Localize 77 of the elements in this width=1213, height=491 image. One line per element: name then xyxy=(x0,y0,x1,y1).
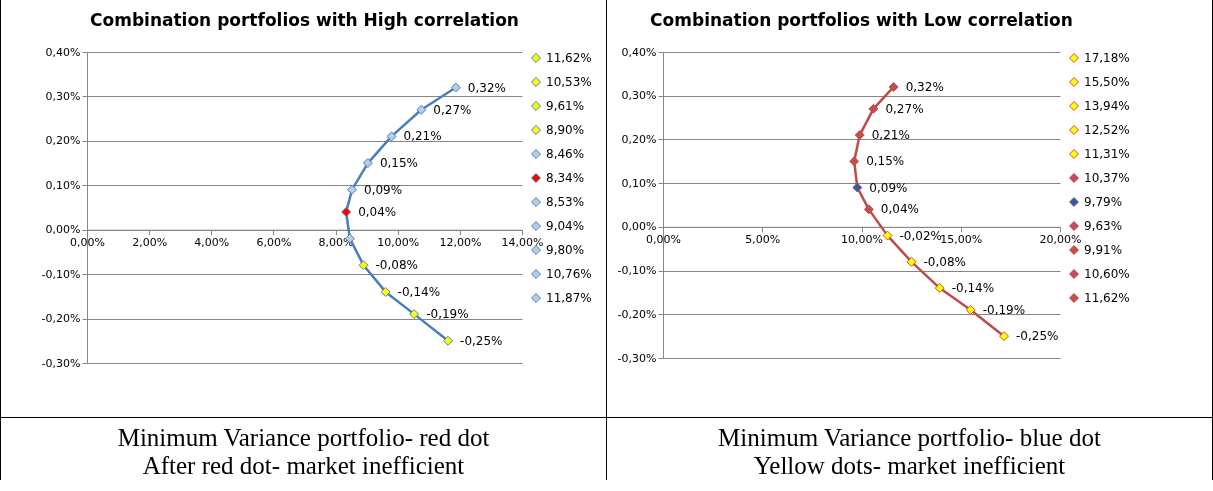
legend-label: 9,04% xyxy=(546,219,585,233)
text: Yellow dots- market inefficient xyxy=(752,452,1067,480)
text: After red dot- market inefficient xyxy=(141,452,466,480)
legend-label: 9,80% xyxy=(546,243,585,257)
legend-label: 8,90% xyxy=(546,123,585,137)
y-tick-label: -0,30% xyxy=(617,351,657,365)
legend-label: 11,62% xyxy=(546,51,592,65)
y-tick-label: 0,20% xyxy=(45,134,81,148)
y-tick-label: 0,30% xyxy=(621,89,657,103)
data-label: 0,21% xyxy=(403,129,442,144)
data-label: -0,19% xyxy=(982,302,1026,317)
legend-label: 9,91% xyxy=(1084,243,1123,257)
legend-label: 13,94% xyxy=(1084,99,1130,113)
legend-label: 11,62% xyxy=(1084,291,1130,305)
data-label: 0,04% xyxy=(358,204,397,219)
y-tick-label: 0,20% xyxy=(621,132,657,146)
x-tick-label: 4,00% xyxy=(194,236,230,250)
text: Minimum Variance portfolio- blue dot xyxy=(717,424,1102,452)
y-tick-label: 0,10% xyxy=(45,178,81,192)
y-tick-label: -0,20% xyxy=(617,307,657,321)
y-tick-label: 0,40% xyxy=(621,45,657,59)
data-label: 0,27% xyxy=(433,102,472,117)
data-label: 0,15% xyxy=(866,154,905,169)
data-label: 0,32% xyxy=(905,79,944,94)
x-tick-label: 10,00% xyxy=(377,236,420,250)
y-tick-label: 0,30% xyxy=(45,89,81,103)
data-label: -0,02% xyxy=(899,228,942,243)
legend-label: 12,52% xyxy=(1084,123,1130,137)
x-tick-label: 0,00% xyxy=(70,236,105,250)
x-tick-label: 15,00% xyxy=(940,233,983,247)
legend-label: 10,76% xyxy=(546,267,592,281)
legend-label: 8,53% xyxy=(546,195,585,209)
y-tick-label: 0,00% xyxy=(45,223,81,237)
legend-label: 11,31% xyxy=(1084,147,1130,161)
data-label: -0,08% xyxy=(923,254,966,269)
data-label: 0,21% xyxy=(871,128,910,143)
data-label: 0,04% xyxy=(880,202,919,217)
x-tick-label: 0,00% xyxy=(646,233,681,247)
x-tick-label: 2,00% xyxy=(132,236,168,250)
legend-label: 8,46% xyxy=(546,147,585,161)
y-tick-label: 0,40% xyxy=(45,45,81,59)
y-tick-label: 0,00% xyxy=(621,220,657,234)
x-tick-label: 14,00% xyxy=(501,236,544,250)
legend-label: 8,34% xyxy=(546,171,585,185)
y-tick-label: -0,10% xyxy=(617,264,657,278)
legend-label: 9,61% xyxy=(546,99,585,113)
chart-title: Combination portfolios with Low correlation xyxy=(650,10,1073,30)
y-tick-label: -0,20% xyxy=(41,312,81,326)
legend-label: 9,63% xyxy=(1084,219,1123,233)
legend-label: 10,37% xyxy=(1084,171,1130,185)
legend-label: 11,87% xyxy=(546,291,592,305)
data-label: -0,14% xyxy=(951,281,995,296)
x-tick-label: 10,00% xyxy=(841,233,883,247)
x-tick-label: 5,00% xyxy=(745,233,781,247)
data-label: 0,09% xyxy=(364,182,403,197)
data-label: -0,25% xyxy=(1016,329,1059,344)
data-label: -0,25% xyxy=(460,333,503,348)
y-tick-label: 0,10% xyxy=(621,176,657,190)
chart-title: Combination portfolios with High correlation xyxy=(90,10,519,30)
data-label: 0,15% xyxy=(379,156,419,171)
x-tick-label: 6,00% xyxy=(256,236,292,250)
x-tick-label: 12,00% xyxy=(439,236,482,250)
y-tick-label: -0,30% xyxy=(41,356,81,370)
legend-label: 15,50% xyxy=(1084,75,1130,89)
data-label: -0,14% xyxy=(397,284,441,299)
legend-label: 17,18% xyxy=(1084,51,1130,65)
legend-label: 9,79% xyxy=(1084,195,1123,209)
data-label: 0,09% xyxy=(869,180,908,195)
y-tick-label: -0,10% xyxy=(41,267,81,281)
x-tick-label: 20,00% xyxy=(1039,233,1082,247)
data-label: 0,32% xyxy=(467,80,506,95)
data-label: -0,19% xyxy=(426,307,469,322)
text: Minimum Variance portfolio- red dot xyxy=(116,424,491,452)
data-label: 0,27% xyxy=(885,101,924,116)
legend-label: 10,53% xyxy=(546,75,592,89)
legend-label: 10,60% xyxy=(1084,267,1130,281)
data-label: -0,08% xyxy=(375,258,418,273)
